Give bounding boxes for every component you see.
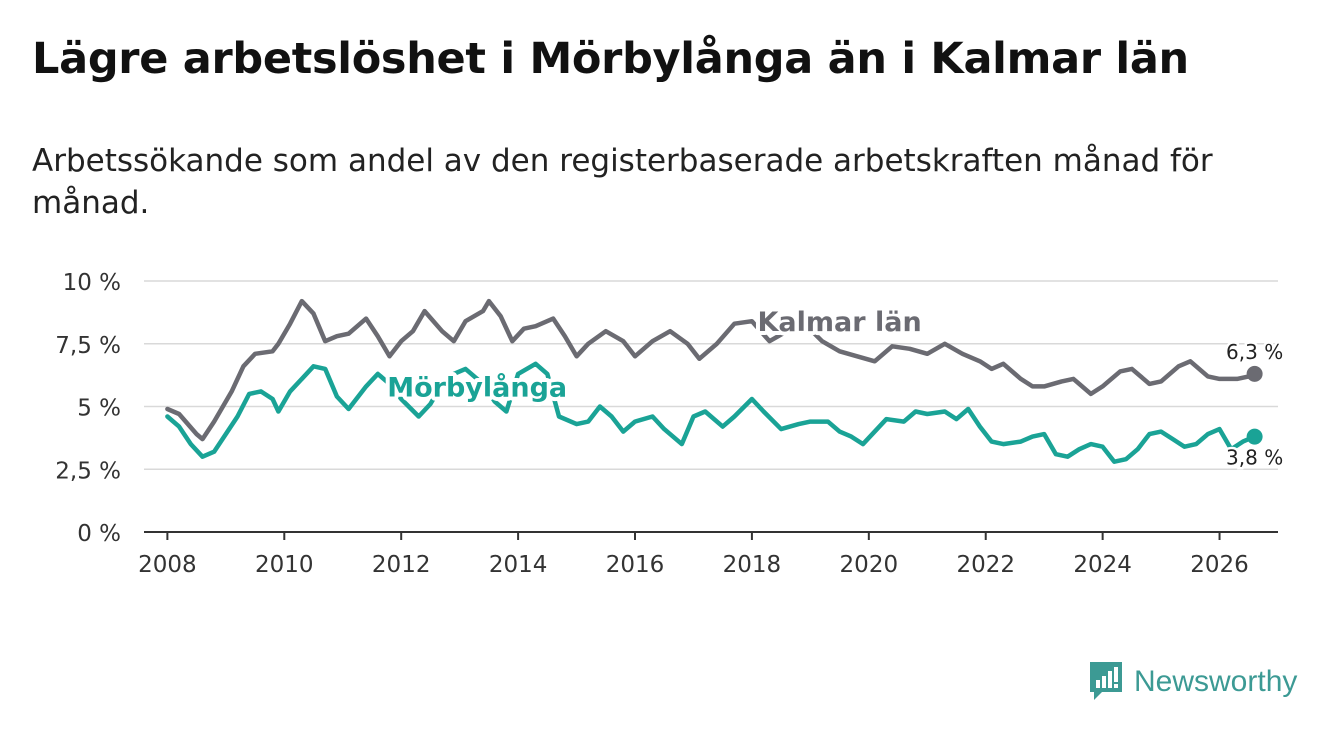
- x-tick-label: 2016: [606, 552, 665, 578]
- x-tick-label: 2022: [956, 552, 1015, 578]
- chart-subtitle: Arbetssökande som andel av den registerb…: [32, 143, 1213, 221]
- brand-logo: Newsworthy: [1088, 660, 1297, 704]
- x-tick-label: 2020: [840, 552, 899, 578]
- series-label-morbylanga: Mörbylånga: [387, 371, 567, 403]
- end-label-morbylanga: 3,8 %: [1226, 446, 1283, 470]
- x-tick-label: 2024: [1073, 552, 1132, 578]
- x-tick-label: 2012: [372, 552, 431, 578]
- y-tick-label: 2,5 %: [55, 458, 121, 484]
- end-label-kalmar: 6,3 %: [1226, 340, 1283, 364]
- y-tick-label: 7,5 %: [55, 333, 121, 359]
- y-tick-label: 0 %: [77, 521, 121, 547]
- x-tick-label: 2014: [489, 552, 548, 578]
- brand-name: Newsworthy: [1134, 665, 1298, 698]
- x-tick-label: 2018: [723, 552, 782, 578]
- y-tick-label: 5 %: [77, 396, 121, 422]
- chart-title: Lägre arbetslöshet i Mörbylånga än i Kal…: [32, 34, 1189, 84]
- series-line-morbylanga: [165, 361, 1257, 464]
- x-tick-label: 2010: [255, 552, 314, 578]
- gridlines: [144, 280, 1278, 470]
- x-tick-label: 2008: [138, 552, 197, 578]
- end-point-morbylanga: [1246, 428, 1263, 445]
- x-tick-label: 2026: [1190, 552, 1249, 578]
- y-tick-label: 10 %: [63, 270, 121, 296]
- newsworthy-logo-icon: [1090, 662, 1122, 700]
- series-labels: 6,3 % Kalmar län 3,8 % Mörbylånga: [383, 303, 1285, 472]
- series-lines: [165, 298, 1263, 464]
- end-point-kalmar: [1246, 365, 1263, 382]
- axes: 0 % 2,5 % 5 % 7,5 % 10 % 2008 2010 2012 2014 2016…: [55, 270, 1278, 578]
- series-line-kalmar: [165, 298, 1257, 442]
- series-label-kalmar: Kalmar län: [758, 307, 922, 338]
